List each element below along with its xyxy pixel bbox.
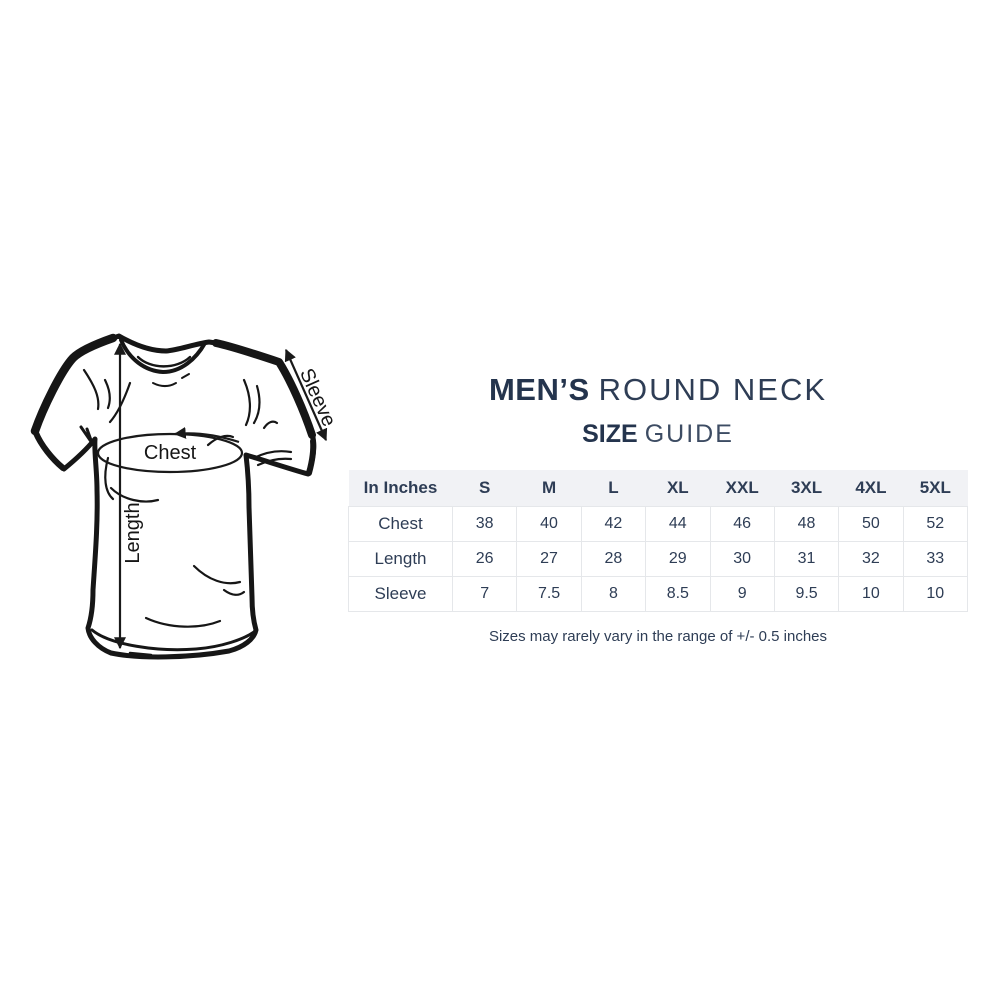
chest-value-s: 38	[451, 506, 518, 542]
row-label-sleeve: Sleeve	[348, 576, 453, 612]
collar-dash	[181, 373, 190, 379]
tshirt-outline-drawing	[30, 333, 317, 660]
header-size-m: M	[516, 470, 582, 507]
hem-dash	[128, 651, 153, 657]
row-label-length: Length	[348, 541, 453, 577]
page-title: MEN’S ROUND NECK	[348, 372, 968, 408]
page-title-bold: MEN’S	[488, 372, 590, 407]
size-guide-panel: MEN’S ROUND NECK SIZE GUIDE In Inches S M …	[348, 372, 969, 645]
length-value-m: 27	[516, 541, 582, 577]
chest-arrow	[173, 426, 240, 444]
chest-value-xl: 44	[645, 506, 711, 542]
length-label: Length	[122, 502, 144, 563]
header-size-l: L	[581, 470, 646, 507]
chest-value-5xl: 52	[902, 506, 969, 542]
header-size-xl: XL	[645, 470, 710, 507]
sleeve-value-s: 7	[451, 576, 518, 612]
table-row-sleeve: Sleeve 7 7.5 8 8.5 9 9.5 10 10	[348, 576, 969, 612]
left-cuff-stroke	[33, 430, 66, 471]
chest-value-l: 42	[580, 506, 647, 542]
tshirt-measurement-figure: Chest Length Sleeve	[18, 328, 348, 668]
sleeve-value-xxl: 9	[709, 576, 775, 612]
hem-dash	[159, 654, 188, 659]
length-value-4xl: 32	[838, 541, 904, 577]
header-size-s: S	[452, 470, 517, 507]
sleeve-value-m: 7.5	[516, 576, 582, 612]
collar-inner-curve	[119, 338, 207, 374]
hem-inner-line	[90, 628, 256, 652]
collar-band-curve	[136, 355, 192, 368]
sleeve-value-5xl: 10	[902, 576, 969, 612]
collar-shadow-curve	[152, 382, 177, 387]
chest-value-m: 40	[516, 506, 582, 542]
measurement-overlays	[96, 342, 328, 650]
left-shoulder-stroke	[30, 333, 118, 436]
size-variance-note: Sizes may rarely vary in the range of +/…	[488, 628, 828, 645]
table-row-length: Length 26 27 28 29 30 31 32 33	[348, 541, 969, 577]
row-label-chest: Chest	[348, 506, 453, 542]
chest-value-xxl: 46	[709, 506, 775, 542]
length-value-xl: 29	[645, 541, 711, 577]
length-value-3xl: 31	[773, 541, 840, 577]
right-cuff-stroke	[306, 438, 317, 476]
tshirt-diagram: Chest Length Sleeve	[30, 333, 340, 660]
header-in-inches: In Inches	[348, 470, 453, 507]
length-value-s: 26	[451, 541, 518, 577]
fold-lines	[82, 368, 293, 628]
sleeve-value-l: 8	[580, 576, 647, 612]
page-subtitle: SIZE GUIDE	[348, 420, 968, 448]
header-size-3xl: 3XL	[774, 470, 839, 507]
underarm-crease	[79, 425, 94, 445]
page-subtitle-bold: SIZE	[582, 420, 638, 448]
header-size-4xl: 4XL	[838, 470, 904, 507]
chest-label: Chest	[144, 442, 197, 464]
chest-value-3xl: 48	[773, 506, 840, 542]
chest-ellipse	[96, 432, 244, 474]
size-table-header-row: In Inches S M L XL XXL 3XL 4XL 5XL	[348, 470, 968, 507]
header-size-xxl: XXL	[710, 470, 775, 507]
sleeve-value-3xl: 9.5	[773, 576, 840, 612]
sleeve-value-xl: 8.5	[645, 576, 711, 612]
sleeve-arrow	[284, 348, 328, 442]
header-size-5xl: 5XL	[903, 470, 968, 507]
page-title-light: ROUND NECK	[598, 372, 828, 407]
length-value-xxl: 30	[709, 541, 775, 577]
table-row-chest: Chest 38 40 42 44 46 48 50 52	[348, 506, 969, 542]
chest-value-4xl: 50	[838, 506, 904, 542]
page-subtitle-light: GUIDE	[644, 420, 734, 448]
length-value-5xl: 33	[902, 541, 969, 577]
sleeve-value-4xl: 10	[838, 576, 904, 612]
size-table: In Inches S M L XL XXL 3XL 4XL 5XL Chest…	[348, 470, 969, 612]
length-value-l: 28	[580, 541, 647, 577]
